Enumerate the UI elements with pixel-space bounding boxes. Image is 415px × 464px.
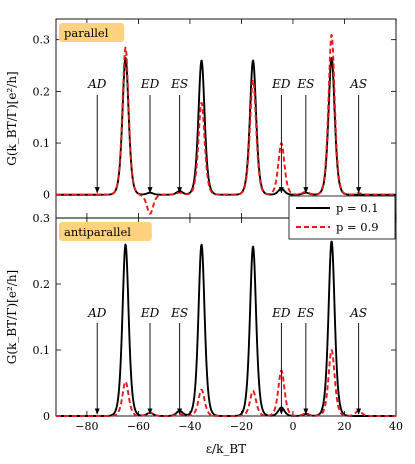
panel-title-badge (59, 23, 125, 42)
panel-1: 0 0.1 0.2 0.3 −80 −60 −40 −20 0 20 40 G(k_BT/Γ)[e²/… (5, 212, 403, 433)
x-tick-label: −80 (75, 420, 98, 433)
x-tick-label: −40 (178, 420, 201, 433)
x-tick-label: −60 (127, 420, 150, 433)
annotation-label: AD (87, 77, 107, 91)
annotation-label: ES (296, 77, 314, 91)
y-tick-label: 0.1 (33, 137, 51, 150)
y-tick-label: 0.3 (33, 212, 51, 225)
legend-label-p01: p = 0.1 (336, 201, 379, 215)
series-line-p01 (55, 56, 397, 196)
plot-frame (55, 217, 397, 417)
annotation-label: ED (271, 306, 291, 320)
annotation-label: AS (349, 77, 367, 91)
annotation-label: ES (170, 77, 188, 91)
y-tick-label: 0 (43, 189, 50, 202)
annotation-label: ED (271, 77, 291, 91)
annotation-label: ES (170, 306, 188, 320)
panels-layer: 0 0.1 0.2 0.3 G(k_BT/Γ)[e²/h] parallel AD ED ES E… (5, 18, 403, 433)
annotation-label: AS (349, 306, 367, 320)
y-tick-label: 0.3 (33, 34, 51, 47)
annotation-label: ED (140, 77, 160, 91)
x-tick-label: 40 (389, 420, 403, 433)
y-tick-label: 0.1 (33, 344, 51, 357)
y-axis-label: G(k_BT/Γ)[e²/h] (5, 270, 19, 364)
panel-title-badge (59, 222, 152, 241)
x-axis-label: ε/k_BT (206, 442, 246, 456)
x-tick-label: 0 (289, 420, 296, 433)
x-tick-label: −20 (230, 420, 253, 433)
series-line-p09 (55, 349, 397, 417)
panel-0: 0 0.1 0.2 0.3 G(k_BT/Γ)[e²/h] parallel AD ED ES E… (5, 18, 397, 219)
x-tick-label: 20 (337, 420, 351, 433)
series-line-p01 (55, 240, 397, 417)
annotation-label: AD (87, 306, 107, 320)
panel-title: parallel (64, 26, 109, 40)
y-tick-label: 0.2 (33, 85, 51, 98)
y-axis-label: G(k_BT/Γ)[e²/h] (5, 71, 19, 165)
annotation-label: ES (296, 306, 314, 320)
panel-title: antiparallel (64, 225, 131, 239)
plot-frame (55, 18, 397, 219)
legend-label-p09: p = 0.9 (336, 220, 379, 234)
legend-box (288, 195, 396, 240)
y-tick-label: 0.2 (33, 278, 51, 291)
annotation-label: ED (140, 306, 160, 320)
series-line-p09 (55, 33, 397, 215)
legend: p = 0.1 p = 0.9 (288, 195, 396, 240)
y-tick-label: 0 (43, 410, 50, 423)
